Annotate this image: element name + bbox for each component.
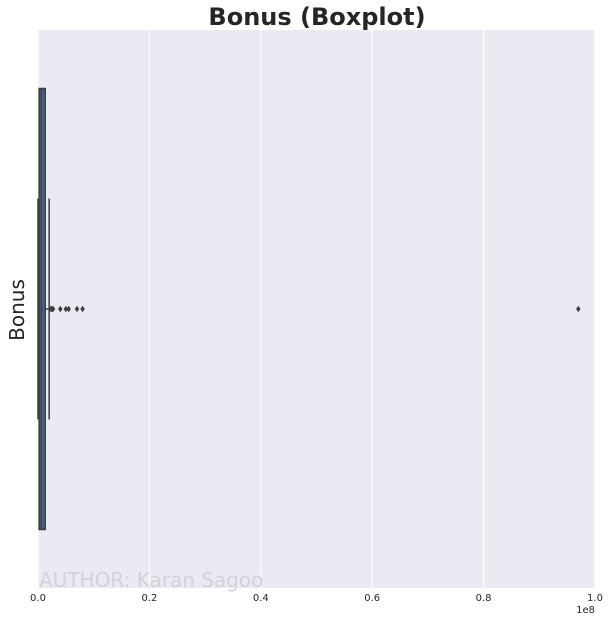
- x-tick-label: 0.6: [364, 593, 380, 604]
- outlier-points: [48, 305, 581, 313]
- x-tick-label: 1.0: [587, 593, 603, 604]
- outlier-point: [576, 305, 581, 313]
- x-tick-label: 0.2: [141, 593, 157, 604]
- x-axis-ticks: 0.0 0.2 0.4 0.6 0.8 1.0: [30, 593, 603, 604]
- plot-area: [38, 30, 595, 588]
- outlier-point: [66, 305, 71, 313]
- outlier-point: [74, 305, 80, 313]
- outlier-point: [80, 305, 85, 313]
- x-tick-label: 0.4: [253, 593, 269, 604]
- x-tick-label: 0.8: [476, 593, 492, 604]
- outlier-point: [58, 305, 63, 313]
- grid-lines: [37, 30, 596, 588]
- x-tick-label: 0.0: [30, 593, 46, 604]
- outlier-point: [63, 305, 69, 313]
- watermark-text: AUTHOR: Karan Sagoo: [39, 568, 263, 592]
- y-axis-label: Bonus: [5, 279, 29, 341]
- chart-title: Bonus (Boxplot): [208, 3, 425, 31]
- x-axis-scale-label: 1e8: [576, 605, 595, 616]
- outlier-point: [50, 305, 56, 313]
- box-iqr: [38, 87, 46, 531]
- box-group: [37, 87, 50, 531]
